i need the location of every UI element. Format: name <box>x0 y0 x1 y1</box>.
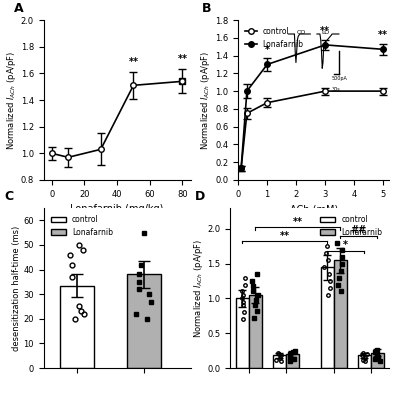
Text: **: ** <box>129 57 139 67</box>
Bar <box>370 353 384 368</box>
Legend: control, Lonafarnib: control, Lonafarnib <box>242 24 307 52</box>
Bar <box>321 267 333 368</box>
Text: *: * <box>265 45 270 55</box>
Text: LO: LO <box>322 30 330 35</box>
Bar <box>249 295 262 368</box>
Text: **: ** <box>378 30 388 40</box>
Text: B: B <box>202 2 212 15</box>
Text: **: ** <box>293 217 303 227</box>
Text: D: D <box>195 190 206 203</box>
Legend: control, Lonafarnib: control, Lonafarnib <box>48 212 116 240</box>
Bar <box>273 356 286 368</box>
Bar <box>236 298 249 368</box>
Y-axis label: Normalized $I_{ACh}$ (pA/pF): Normalized $I_{ACh}$ (pA/pF) <box>199 50 212 150</box>
Text: C: C <box>4 190 13 203</box>
X-axis label: ACh (mM): ACh (mM) <box>289 204 338 214</box>
Legend: control, Lonafarnib: control, Lonafarnib <box>317 212 385 240</box>
Y-axis label: Normalized $I_{ACh}$ (pA/pF): Normalized $I_{ACh}$ (pA/pF) <box>192 238 204 338</box>
Text: CO: CO <box>297 30 306 35</box>
Text: **: ** <box>177 54 187 64</box>
Y-axis label: Normalized $I_{ACh}$ (pA/pF): Normalized $I_{ACh}$ (pA/pF) <box>5 50 18 150</box>
Bar <box>286 354 299 368</box>
Text: **: ** <box>320 26 330 36</box>
Bar <box>60 286 94 368</box>
Text: ##: ## <box>351 225 367 235</box>
Bar <box>358 356 370 368</box>
Bar <box>127 274 160 368</box>
Text: **: ** <box>280 231 290 241</box>
Text: 30s: 30s <box>332 87 341 92</box>
Text: A: A <box>14 2 24 15</box>
Y-axis label: desensitization half-time (ms): desensitization half-time (ms) <box>12 225 21 351</box>
X-axis label: Lonafarnib (mg/kg): Lonafarnib (mg/kg) <box>70 204 164 214</box>
Bar <box>333 260 347 368</box>
Text: 500pA: 500pA <box>332 76 348 81</box>
Text: *: * <box>343 240 348 250</box>
